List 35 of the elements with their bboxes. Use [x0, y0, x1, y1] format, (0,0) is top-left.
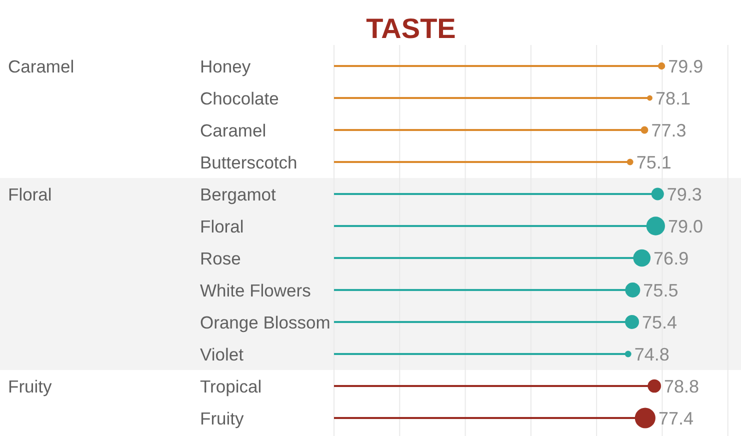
point — [626, 158, 634, 166]
text: Caramel — [8, 56, 74, 76]
y-tick-label: Violet — [200, 344, 244, 364]
data-label: 75.4 — [642, 312, 678, 332]
y-tick-label: Caramel — [200, 120, 266, 140]
y-tick-label: Tropical — [200, 376, 262, 396]
y-tick-label: Floral — [200, 216, 244, 236]
data-label: 75.5 — [643, 280, 678, 300]
point — [647, 95, 652, 101]
y-tick-label: Rose — [200, 248, 241, 268]
point — [640, 126, 648, 134]
y-tick-label: Butterscotch — [200, 152, 298, 172]
point — [625, 315, 640, 329]
data-label: 75.1 — [636, 152, 672, 172]
y-tick-label: Fruity — [200, 408, 244, 428]
point — [651, 188, 664, 200]
data-label: 79.0 — [668, 216, 704, 236]
y-tick-label: White Flowers — [200, 280, 312, 300]
data-label: 74.8 — [634, 344, 670, 364]
data-label: 79.9 — [668, 56, 704, 76]
data-label: 78.1 — [655, 88, 691, 108]
data-label: 76.9 — [654, 248, 689, 268]
data-label: 78.8 — [664, 376, 700, 396]
text: Floral — [8, 184, 52, 204]
y-tick-label: Chocolate — [200, 88, 279, 108]
text: Fruity — [8, 376, 52, 396]
y-tick-label: Orange Blossom — [200, 312, 330, 332]
data-label: 79.3 — [666, 184, 702, 204]
data-label: 77.4 — [658, 408, 694, 428]
chart-title: TASTE — [365, 12, 457, 46]
y-tick-label: Bergamot — [200, 184, 276, 204]
y-tick-label: Honey — [200, 56, 251, 76]
point — [658, 62, 666, 70]
point — [625, 282, 640, 298]
data-label: 77.3 — [651, 120, 686, 140]
